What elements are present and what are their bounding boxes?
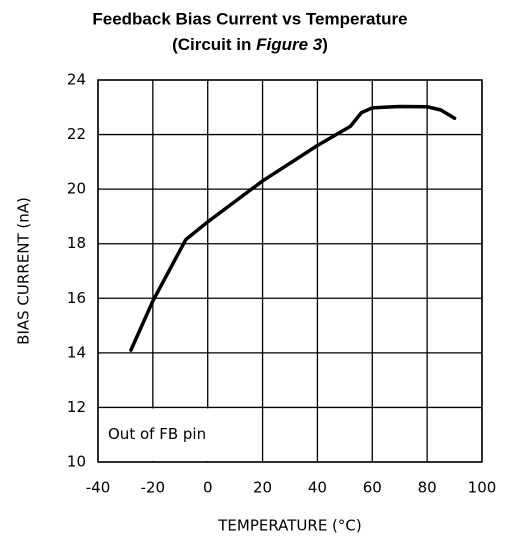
x-tick-label: 60 bbox=[363, 479, 382, 497]
annotation: Out of FB pin bbox=[108, 425, 206, 443]
y-tick-label: 22 bbox=[67, 125, 86, 143]
chart-title: Feedback Bias Current vs Temperature bbox=[92, 9, 407, 28]
y-tick-label: 18 bbox=[67, 234, 86, 252]
subtitle-part: ) bbox=[322, 35, 328, 54]
x-axis-label: TEMPERATURE (°C) bbox=[217, 517, 362, 535]
y-tick-label: 24 bbox=[67, 71, 86, 89]
x-tick-label: -40 bbox=[86, 479, 111, 497]
chart-subtitle: (Circuit in Figure 3) bbox=[172, 35, 328, 54]
x-tick-label: 80 bbox=[418, 479, 437, 497]
y-tick-label: 10 bbox=[67, 453, 86, 471]
x-tick-label: -20 bbox=[141, 479, 166, 497]
subtitle-part: Figure 3 bbox=[256, 35, 323, 54]
annotation-box bbox=[99, 408, 262, 461]
y-tick-label: 16 bbox=[67, 289, 86, 307]
y-tick-label: 12 bbox=[67, 398, 86, 416]
y-tick-label: 20 bbox=[67, 180, 86, 198]
x-tick-label: 40 bbox=[308, 479, 327, 497]
x-tick-label: 0 bbox=[203, 479, 213, 497]
y-tick-label: 14 bbox=[67, 343, 86, 361]
data-line bbox=[129, 104, 457, 352]
x-tick-label: 100 bbox=[468, 479, 497, 497]
x-tick-label: 20 bbox=[253, 479, 272, 497]
plot-frame bbox=[97, 79, 483, 463]
subtitle-part: (Circuit in bbox=[172, 35, 256, 54]
y-axis-label: BIAS CURRENT (nA) bbox=[15, 197, 33, 345]
